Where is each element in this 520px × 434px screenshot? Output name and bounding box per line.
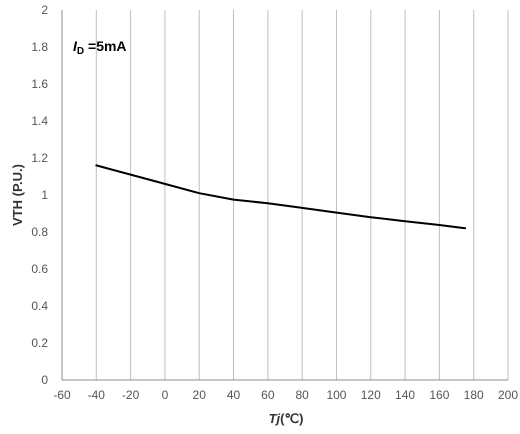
x-tick-label: -60 bbox=[53, 388, 71, 402]
series-line bbox=[95, 164, 467, 230]
y-axis-title: VTH (P.U.) bbox=[10, 164, 25, 226]
series-layer bbox=[95, 164, 467, 230]
y-tick-label: 0.2 bbox=[31, 336, 48, 350]
y-tick-label: 1.2 bbox=[31, 151, 48, 165]
x-axis-title-unit: (℃) bbox=[280, 411, 303, 426]
x-tick-label: 0 bbox=[162, 388, 169, 402]
x-tick-label: -20 bbox=[122, 388, 140, 402]
x-tick-label: 120 bbox=[361, 388, 381, 402]
x-tick-label: 80 bbox=[295, 388, 309, 402]
x-axis-title: Tj(℃) bbox=[269, 411, 304, 426]
y-tick-label: 1.8 bbox=[31, 40, 48, 54]
tick-labels: -60 -40 -20 0 20 40 60 80 100 120 140 160 180 200 0 0.2… bbox=[31, 3, 518, 402]
x-tick-label: 100 bbox=[326, 388, 346, 402]
y-tick-label: 1 bbox=[41, 188, 48, 202]
y-tick-label: 0.8 bbox=[31, 225, 48, 239]
x-tick-label: 60 bbox=[261, 388, 275, 402]
x-tick-label: 200 bbox=[498, 388, 518, 402]
x-tick-label: 20 bbox=[193, 388, 207, 402]
y-tick-label: 0.4 bbox=[31, 299, 48, 313]
grid-layer bbox=[95, 10, 509, 380]
x-tick-label: 140 bbox=[395, 388, 415, 402]
x-tick-label: 180 bbox=[464, 388, 484, 402]
y-tick-label: 0.6 bbox=[31, 262, 48, 276]
y-tick-label: 1.4 bbox=[31, 114, 48, 128]
condition-annotation: ID =5mA bbox=[73, 38, 127, 57]
axis-layer bbox=[61, 10, 508, 381]
x-tick-label: -40 bbox=[88, 388, 106, 402]
x-tick-label: 160 bbox=[429, 388, 449, 402]
x-tick-label: 40 bbox=[227, 388, 241, 402]
y-tick-label: 2 bbox=[41, 3, 48, 17]
annotation-symbol: I bbox=[73, 38, 78, 54]
annotation-value: =5mA bbox=[84, 38, 126, 54]
y-tick-label: 1.6 bbox=[31, 77, 48, 91]
x-axis-title-symbol: T bbox=[269, 411, 278, 426]
y-tick-label: 0 bbox=[41, 373, 48, 387]
annotation-subscript: D bbox=[77, 46, 84, 57]
x-axis-title-subscript: j bbox=[275, 411, 281, 426]
